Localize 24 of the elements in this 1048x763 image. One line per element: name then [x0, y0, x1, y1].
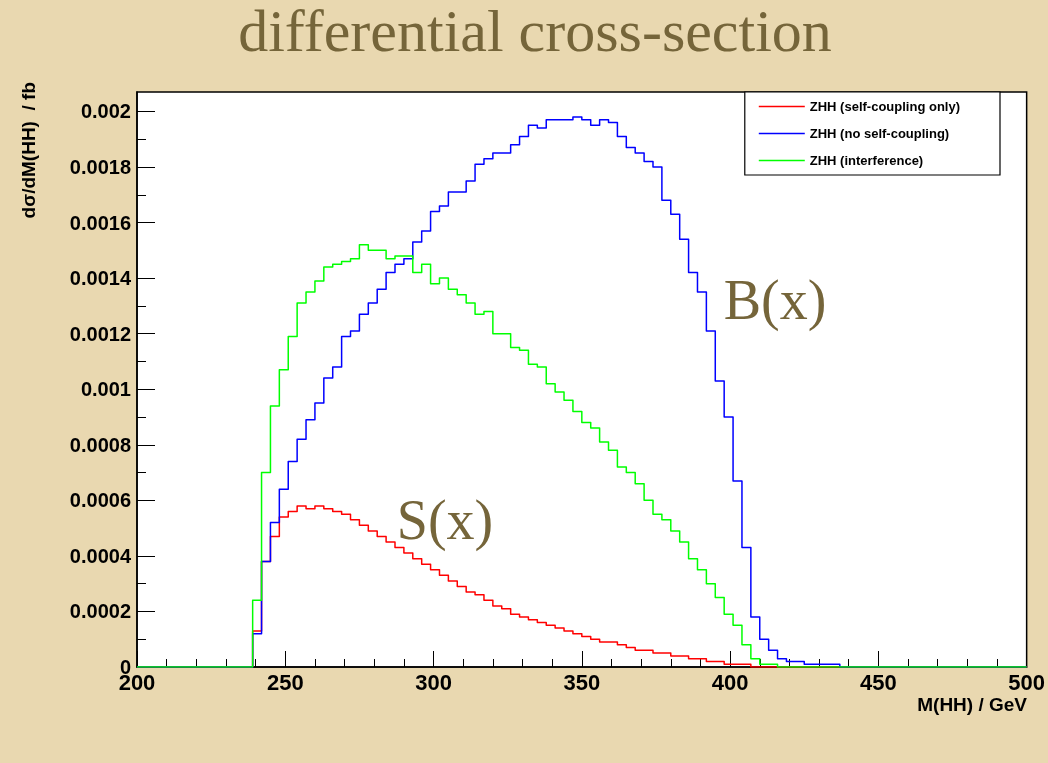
y-tick-label: 0.0012 — [69, 322, 131, 345]
y-tick-label: 0.001 — [80, 378, 131, 401]
y-tick-label: 0.0002 — [69, 600, 131, 623]
y-tick-label: 0.002 — [80, 100, 131, 123]
chart-title: differential cross-section — [238, 0, 832, 64]
x-tick-label: 350 — [563, 669, 601, 695]
x-tick-label: 300 — [415, 669, 452, 695]
y-axis-title: dσ/dM(HH) / fb — [17, 82, 39, 219]
y-tick-label: 0.0018 — [69, 156, 131, 178]
x-axis-title: M(HH) / GeV — [917, 694, 1028, 715]
legend-label: ZHH (self-coupling only) — [809, 99, 961, 114]
y-tick-label: 0.0014 — [69, 267, 132, 290]
annotation: B(x) — [723, 269, 827, 332]
legend-label: ZHH (interference) — [809, 153, 924, 168]
x-tick-label: 450 — [860, 669, 897, 695]
x-tick-label: 400 — [711, 669, 749, 695]
y-tick-label: 0.0016 — [69, 211, 131, 234]
y-tick-label: 0.0004 — [69, 544, 132, 567]
y-tick-label: 0.0006 — [69, 489, 131, 512]
annotation: S(x) — [396, 489, 494, 552]
x-tick-label: 250 — [266, 669, 304, 695]
legend-label: ZHH (no self-coupling) — [809, 126, 950, 141]
y-tick-label: 0.0008 — [69, 433, 131, 456]
x-tick-label: 500 — [1008, 669, 1046, 695]
